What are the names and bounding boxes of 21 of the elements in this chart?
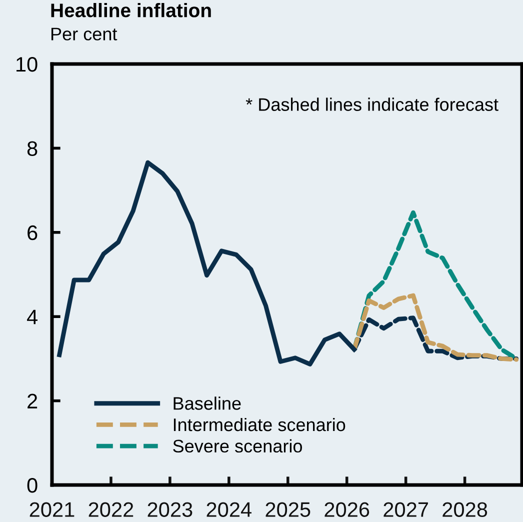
y-tick-label: 0 (27, 478, 38, 493)
x-tick-label: 2024 (206, 502, 252, 517)
y-tick-label: 4 (27, 310, 38, 324)
x-tick-label: 2023 (148, 502, 192, 517)
y-tick-label: 2 (28, 394, 38, 408)
y-tick-label: 6 (28, 225, 38, 240)
x-tick-label: 2027 (384, 502, 428, 517)
line-series (352, 293, 519, 362)
legend-label: Severe scenario (173, 439, 302, 453)
y-axis-title: Per cent (51, 28, 118, 40)
annotation: * Dashed lines indicate forecast (246, 98, 498, 111)
y-tick-label: 8 (27, 141, 38, 156)
x-tick-label: 2021 (30, 502, 74, 517)
y-tick-label: 10 (16, 57, 38, 72)
legend-label: Intermediate scenario (174, 418, 346, 432)
x-tick-label: 2026 (324, 502, 370, 517)
x-tick-label: 2022 (88, 502, 134, 517)
legend-label: Baseline (174, 396, 241, 410)
x-tick-label: 2028 (442, 502, 488, 517)
x-tick-label: 2025 (266, 502, 310, 517)
chart-title: Headline inflation (51, 3, 211, 18)
